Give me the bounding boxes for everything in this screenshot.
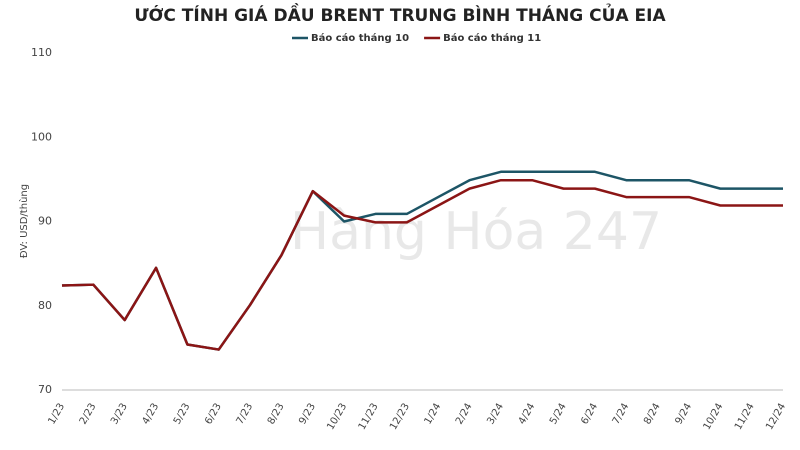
watermark: Hàng Hóa 247 <box>290 202 662 262</box>
x-tick-label: 6/24 <box>579 402 600 427</box>
x-tick-label: 9/23 <box>297 402 318 427</box>
x-tick-label: 10/24 <box>702 402 726 432</box>
y-axis-label: ĐV: USD/thùng <box>18 184 30 258</box>
x-tick-label: 3/24 <box>485 402 506 427</box>
x-tick-label: 11/24 <box>733 402 757 432</box>
x-tick-label: 8/23 <box>266 402 287 427</box>
legend-label: Báo cáo tháng 11 <box>443 32 541 44</box>
x-tick-label: 1/24 <box>423 402 444 427</box>
x-tick-label: 2/23 <box>78 402 99 427</box>
x-tick-label: 8/24 <box>642 402 663 427</box>
y-tick-label: 80 <box>38 299 52 312</box>
x-tick-label: 6/23 <box>203 402 224 427</box>
chart-title: ƯỚC TÍNH GIÁ DẦU BRENT TRUNG BÌNH THÁNG … <box>134 2 666 26</box>
legend-label: Báo cáo tháng 10 <box>311 32 409 44</box>
y-tick-label: 70 <box>38 383 52 396</box>
x-tick-label: 4/24 <box>517 402 538 427</box>
x-tick-label: 4/23 <box>140 402 161 427</box>
x-tick-label: 5/23 <box>172 402 193 427</box>
y-tick-label: 110 <box>31 46 52 59</box>
x-tick-label: 12/24 <box>764 402 788 432</box>
x-tick-label: 7/24 <box>611 402 632 427</box>
y-tick-label: 100 <box>31 130 52 143</box>
x-tick-label: 11/23 <box>357 402 381 432</box>
x-tick-label: 9/24 <box>673 402 694 427</box>
y-tick-label: 90 <box>38 215 52 228</box>
x-tick-label: 5/24 <box>548 402 569 427</box>
x-tick-label: 3/23 <box>109 402 130 427</box>
x-tick-label: 12/23 <box>388 402 412 432</box>
x-tick-label: 10/23 <box>325 402 349 432</box>
x-tick-label: 1/23 <box>46 402 67 427</box>
x-tick-label: 7/23 <box>235 402 256 427</box>
x-tick-label: 2/24 <box>454 402 475 427</box>
series-line <box>61 178 783 351</box>
